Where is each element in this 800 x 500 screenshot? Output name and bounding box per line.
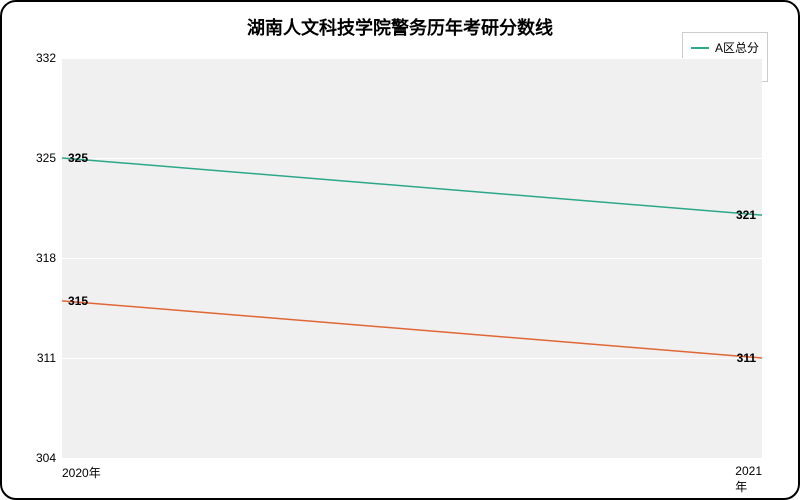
chart-title: 湖南人文科技学院警务历年考研分数线 <box>18 14 782 40</box>
y-tick-label: 304 <box>36 451 62 465</box>
grid-line <box>62 458 762 459</box>
line-layer <box>62 58 762 458</box>
point-label: 315 <box>68 294 88 308</box>
point-label: 321 <box>736 208 756 222</box>
point-label: 325 <box>68 151 88 165</box>
y-tick-label: 332 <box>36 51 62 65</box>
plot-area: 3043113183253322020年2021年325321315311 <box>62 58 762 458</box>
chart-frame: 湖南人文科技学院警务历年考研分数线 A区总分 B区总分 304311318325… <box>0 0 800 500</box>
legend-item: A区总分 <box>691 39 759 56</box>
legend-label: A区总分 <box>715 39 759 56</box>
x-tick-label: 2021年 <box>735 458 762 495</box>
y-tick-label: 325 <box>36 151 62 165</box>
series-line <box>62 301 762 358</box>
x-tick-label: 2020年 <box>62 458 101 481</box>
point-label: 311 <box>737 351 756 365</box>
series-line <box>62 158 762 215</box>
y-tick-label: 318 <box>36 251 62 265</box>
y-tick-label: 311 <box>37 351 62 365</box>
legend-swatch-a <box>691 47 709 49</box>
